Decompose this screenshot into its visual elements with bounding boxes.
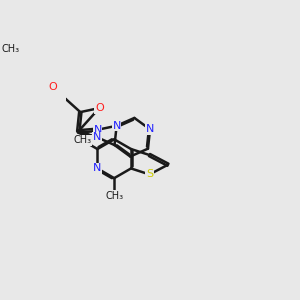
Text: CH₃: CH₃ (1, 44, 20, 54)
Text: CH₃: CH₃ (105, 190, 123, 201)
Text: O: O (95, 103, 104, 113)
Text: N: N (146, 124, 154, 134)
Text: CH₃: CH₃ (73, 135, 91, 145)
Text: O: O (49, 82, 57, 92)
Text: N: N (93, 125, 102, 135)
Text: N: N (112, 121, 121, 131)
Text: S: S (146, 169, 153, 179)
Text: N: N (93, 164, 102, 173)
Text: N: N (93, 132, 101, 142)
